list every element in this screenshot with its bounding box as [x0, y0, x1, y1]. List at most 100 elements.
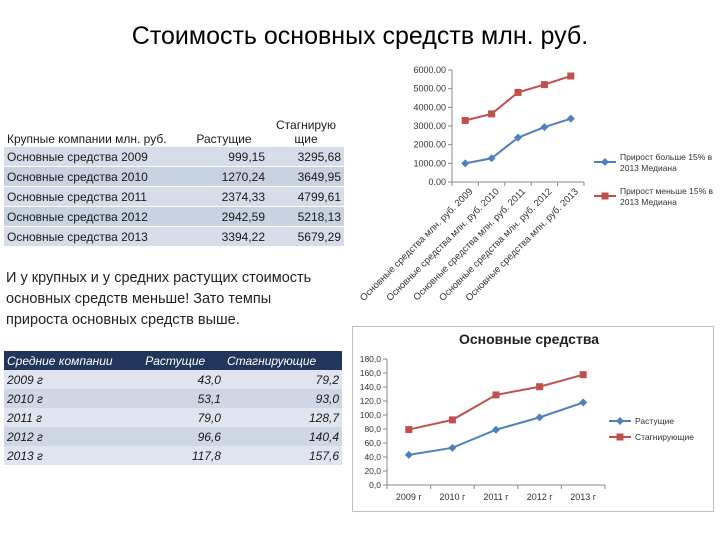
y-tick-label: 0.00: [428, 177, 446, 187]
x-tick-label: 2012 г: [527, 492, 554, 502]
x-tick-label: Основные средства млн. руб. 2011: [411, 186, 528, 303]
table-header-row: Средние компании Растущие Стагнирующие: [4, 351, 342, 370]
table-cell-label: Основные средства 2012: [4, 206, 180, 227]
table-header-row: Крупные компании млн. руб. Растущие Стаг…: [4, 106, 344, 147]
data-point-1: [488, 110, 496, 118]
table-cell-stagnant: 79,2: [223, 370, 342, 389]
table-cell-growing: 1270,24: [180, 166, 268, 187]
data-point-0: [535, 413, 544, 422]
y-tick-label: 0,0: [369, 480, 381, 490]
table-cell-stagnant: 140,4: [223, 427, 342, 446]
y-tick-label: 20,0: [364, 466, 381, 476]
legend-label-1: Стагнирующие: [635, 432, 694, 442]
table-row: 2009 г 43,0 79,2: [4, 370, 342, 389]
table-cell-growing: 2942,59: [180, 206, 268, 227]
data-point-1: [579, 371, 587, 379]
legend-label-0: Растущие: [635, 416, 674, 426]
data-point-0: [514, 133, 522, 142]
chart-title: Основные средства: [459, 331, 599, 347]
large-companies-chart-svg: 0.00 1000.00 2000.00 3000.00 4000.00 5000.00 6…: [358, 65, 714, 304]
table-header-growing: Растущие: [180, 106, 268, 147]
table-cell-label: 2011 г: [4, 408, 143, 427]
x-tick-label: 2010 г: [439, 492, 466, 502]
table-cell-stagnant: 5679,29: [268, 226, 344, 247]
table-cell-stagnant: 3649,95: [268, 166, 344, 187]
table-row: Основные средства 2009 999,15 3295,68: [4, 146, 344, 167]
legend-label-1: Прирост меньше 15% в: [620, 186, 714, 196]
data-point-0: [461, 159, 470, 168]
table-cell-growing: 999,15: [180, 146, 268, 167]
data-point-0: [492, 425, 500, 434]
table-row: Основные средства 2013 3394,22 5679,29: [4, 226, 344, 247]
table-header-label: Крупные компании млн. руб.: [4, 106, 180, 147]
table-header-stagnant: Стагнирующие: [223, 351, 342, 370]
large-companies-table: Крупные компании млн. руб. Растущие Стаг…: [4, 106, 344, 247]
x-tick-label: 2009 г: [396, 492, 423, 502]
table-row: Основные средства 2010 1270,24 3649,95: [4, 166, 344, 187]
table-cell-stagnant: 128,7: [223, 408, 342, 427]
table-row: Основные средства 2011 2374,33 4799,61: [4, 186, 344, 207]
table-cell-label: Основные средства 2009: [4, 146, 180, 167]
data-point-1: [461, 116, 469, 124]
data-point-1: [540, 81, 548, 89]
y-tick-label: 80,0: [364, 424, 381, 434]
legend-marker-1: [601, 192, 609, 200]
table-cell-label: 2012 г: [4, 427, 143, 446]
table-cell-growing: 79,0: [142, 408, 224, 427]
x-tick-label: 2013 г: [570, 492, 597, 502]
y-tick-label: 3000.00: [413, 121, 446, 131]
data-point-0: [404, 450, 413, 459]
y-tick-label: 60,0: [364, 438, 381, 448]
table-row: 2011 г 79,0 128,7: [4, 408, 342, 427]
table-cell-stagnant: 5218,13: [268, 206, 344, 227]
table-cell-growing: 53,1: [142, 389, 224, 408]
series-line-1: [408, 373, 584, 431]
table-cell-label: Основные средства 2013: [4, 226, 180, 247]
slide-title: Стоимость основных средств млн. руб.: [131, 22, 589, 50]
data-point-1: [492, 391, 500, 399]
data-point-1: [448, 416, 456, 424]
table-cell-stagnant: 93,0: [223, 389, 342, 408]
legend-label-0: Прирост больше 15% в: [620, 152, 713, 162]
y-tick-label: 4000.00: [413, 102, 446, 112]
series-line-1: [464, 75, 572, 122]
table-cell-stagnant: 3295,68: [268, 146, 344, 167]
medium-companies-chart-svg: Основные средства 0,0 20,0 40,0 60,0 80,0 100,…: [360, 331, 694, 502]
data-point-0: [540, 123, 549, 132]
data-point-0: [448, 443, 457, 452]
table-cell-stagnant: 157,6: [223, 446, 342, 465]
medium-companies-chart: Основные средства 0,0 20,0 40,0 60,0 80,0 100,…: [352, 326, 714, 512]
table-row: 2010 г 53,1 93,0: [4, 389, 342, 408]
data-point-1: [405, 426, 413, 434]
y-tick-label: 1000.00: [413, 158, 446, 168]
table-row: Основные средства 2012 2942,59 5218,13: [4, 206, 344, 227]
y-tick-label: 120,0: [360, 396, 382, 406]
table-header-stagnant: Стагнирую щие: [268, 106, 344, 147]
y-tick-label: 100,0: [360, 410, 382, 420]
legend-marker-0: [616, 417, 624, 425]
y-tick-label: 180,0: [360, 354, 382, 364]
table-row: 2012 г 96,6 140,4: [4, 427, 342, 446]
y-tick-label: 5000.00: [413, 84, 446, 94]
x-tick-label: 2011 г: [483, 492, 509, 502]
table-cell-growing: 43,0: [142, 370, 224, 389]
legend-label-1-cont: 2013 Медиана: [620, 197, 677, 207]
data-point-0: [566, 114, 575, 123]
table-cell-growing: 96,6: [142, 427, 224, 446]
table-cell-growing: 2374,33: [180, 186, 268, 207]
y-tick-label: 40,0: [364, 452, 381, 462]
y-tick-label: 160,0: [360, 368, 382, 378]
table-cell-growing: 117,8: [142, 446, 224, 465]
table-row: 2013 г 117,8 157,6: [4, 446, 342, 465]
legend-marker-1: [616, 433, 624, 441]
data-point-0: [487, 154, 496, 163]
table-cell-label: 2009 г: [4, 370, 143, 389]
table-cell-growing: 3394,22: [180, 226, 268, 247]
large-companies-chart: 0.00 1000.00 2000.00 3000.00 4000.00 5000.00 6…: [344, 60, 720, 316]
table-cell-stagnant: 4799,61: [268, 186, 344, 207]
legend-marker-0: [601, 158, 609, 166]
table-cell-label: 2013 г: [4, 446, 143, 465]
data-point-1: [536, 383, 544, 391]
legend-label-0-cont: 2013 Медиана: [620, 163, 677, 173]
medium-companies-table: Средние компании Растущие Стагнирующие 2…: [4, 351, 342, 465]
